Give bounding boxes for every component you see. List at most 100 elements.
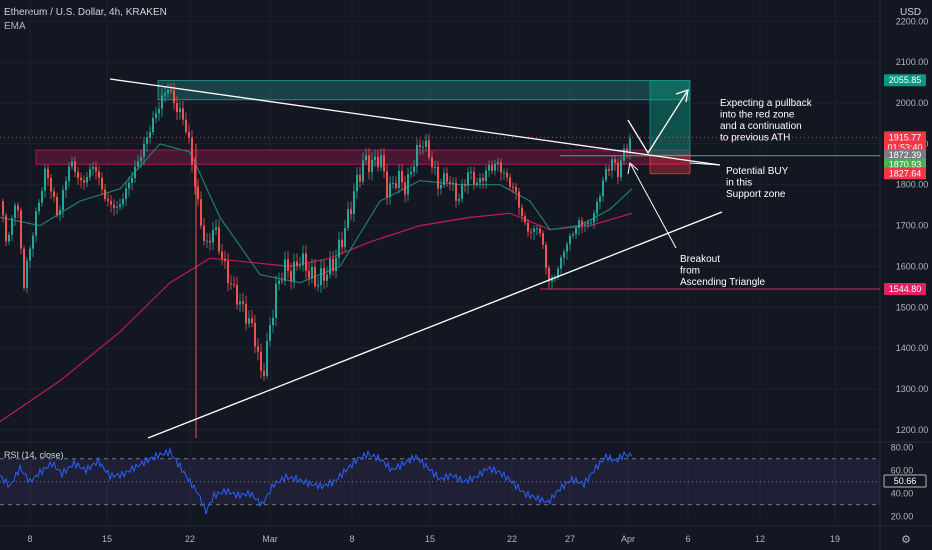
candle-body <box>359 174 361 182</box>
candle-body <box>560 257 562 269</box>
candle-body <box>473 171 475 185</box>
price-badge <box>884 167 926 180</box>
candle-body <box>239 301 241 305</box>
rsi-tick-label: 80.00 <box>891 442 914 452</box>
indicator-label[interactable]: EMA <box>4 21 26 32</box>
candle-body <box>44 168 46 191</box>
candle-body <box>269 325 271 341</box>
candle-body <box>413 166 415 172</box>
candle-body <box>332 258 334 272</box>
annotation-pullback: Expecting a pullback into the red zone and… <box>720 98 813 144</box>
rsi-tick-label: 20.00 <box>891 511 914 521</box>
candle-body <box>524 216 526 223</box>
candle-body <box>566 244 568 252</box>
candle-body <box>353 191 355 215</box>
candle-body <box>593 213 595 223</box>
x-tick-label: Mar <box>262 534 278 544</box>
candle-body <box>578 220 580 229</box>
candle-body <box>512 186 514 188</box>
candle-body <box>584 224 586 226</box>
candle-body <box>530 231 532 233</box>
candle-body <box>335 257 337 272</box>
candle-body <box>548 267 550 282</box>
candle-body <box>53 191 55 198</box>
candle-body <box>476 182 478 185</box>
candle-body <box>338 239 340 258</box>
candle-body <box>266 340 268 376</box>
candle-body <box>32 235 34 249</box>
candle-body <box>608 168 610 171</box>
candle-body <box>95 167 97 172</box>
candle-body <box>230 283 232 285</box>
candle-body <box>416 144 418 167</box>
ema-slow-line <box>0 212 633 423</box>
candle-body <box>296 261 298 267</box>
candle-body <box>65 180 67 191</box>
candle-body <box>17 205 19 211</box>
ascending-trendline <box>147 211 723 439</box>
candle-body <box>557 268 559 278</box>
candle-body <box>587 222 589 225</box>
candle-body <box>179 108 181 113</box>
candle-body <box>395 183 397 188</box>
candle-body <box>467 172 469 186</box>
candle-body <box>626 148 628 152</box>
currency-label[interactable]: USD <box>900 7 922 18</box>
x-tick-label: 22 <box>507 534 517 544</box>
candle-body <box>11 217 13 235</box>
candle-body <box>278 280 280 284</box>
price-badge-label: 1872.39 <box>889 150 922 160</box>
candle-body <box>482 177 484 181</box>
candle-body <box>527 222 529 232</box>
candle-body <box>20 210 22 249</box>
candle-body <box>284 259 286 281</box>
y-tick-label: 2100.00 <box>896 57 929 67</box>
candle-body <box>35 211 37 236</box>
candle-body <box>152 117 154 133</box>
candle-body <box>254 322 256 347</box>
rsi-value-label: 50.66 <box>894 476 917 486</box>
rsi-label: RSI (14, close) <box>4 450 64 460</box>
candle-body <box>386 171 388 197</box>
candle-body <box>407 174 409 195</box>
expected-path-arrow <box>627 89 689 155</box>
candle-body <box>515 186 517 192</box>
candle-body <box>146 137 148 144</box>
price-badge-label: 1870.93 <box>889 160 922 170</box>
candle-body <box>224 258 226 262</box>
candle-body <box>110 200 112 205</box>
candle-body <box>74 161 76 172</box>
rsi-line <box>0 446 633 515</box>
candle-body <box>572 234 574 236</box>
candle-body <box>260 351 262 371</box>
candle-body <box>305 253 307 271</box>
candle-body <box>56 197 58 215</box>
candle-body <box>113 204 115 208</box>
candle-body <box>431 157 433 168</box>
candle-body <box>347 209 349 229</box>
support-pointer <box>689 162 721 166</box>
candle-body <box>170 90 172 92</box>
candle-body <box>125 188 127 199</box>
candle-body <box>536 228 538 230</box>
symbol-title[interactable]: Ethereum / U.S. Dollar, 4h, KRAKEN <box>4 7 167 18</box>
candle-body <box>200 199 202 226</box>
candle-body <box>329 258 331 275</box>
gear-icon[interactable]: ⚙ <box>901 533 911 546</box>
candle-body <box>251 318 253 323</box>
rsi-tick-label: 40.00 <box>891 488 914 498</box>
x-tick-label: 22 <box>185 534 195 544</box>
candle-body <box>620 160 622 178</box>
candle-body <box>599 196 601 202</box>
candle-body <box>485 170 487 181</box>
candle-body <box>506 172 508 178</box>
candle-body <box>206 240 208 242</box>
candle-body <box>128 182 130 189</box>
candle-body <box>194 164 196 187</box>
candle-body <box>164 93 166 96</box>
candle-body <box>245 303 247 324</box>
price-badge-label: 1827.64 <box>889 168 922 178</box>
candle-body <box>545 244 547 268</box>
candle-body <box>380 155 382 168</box>
